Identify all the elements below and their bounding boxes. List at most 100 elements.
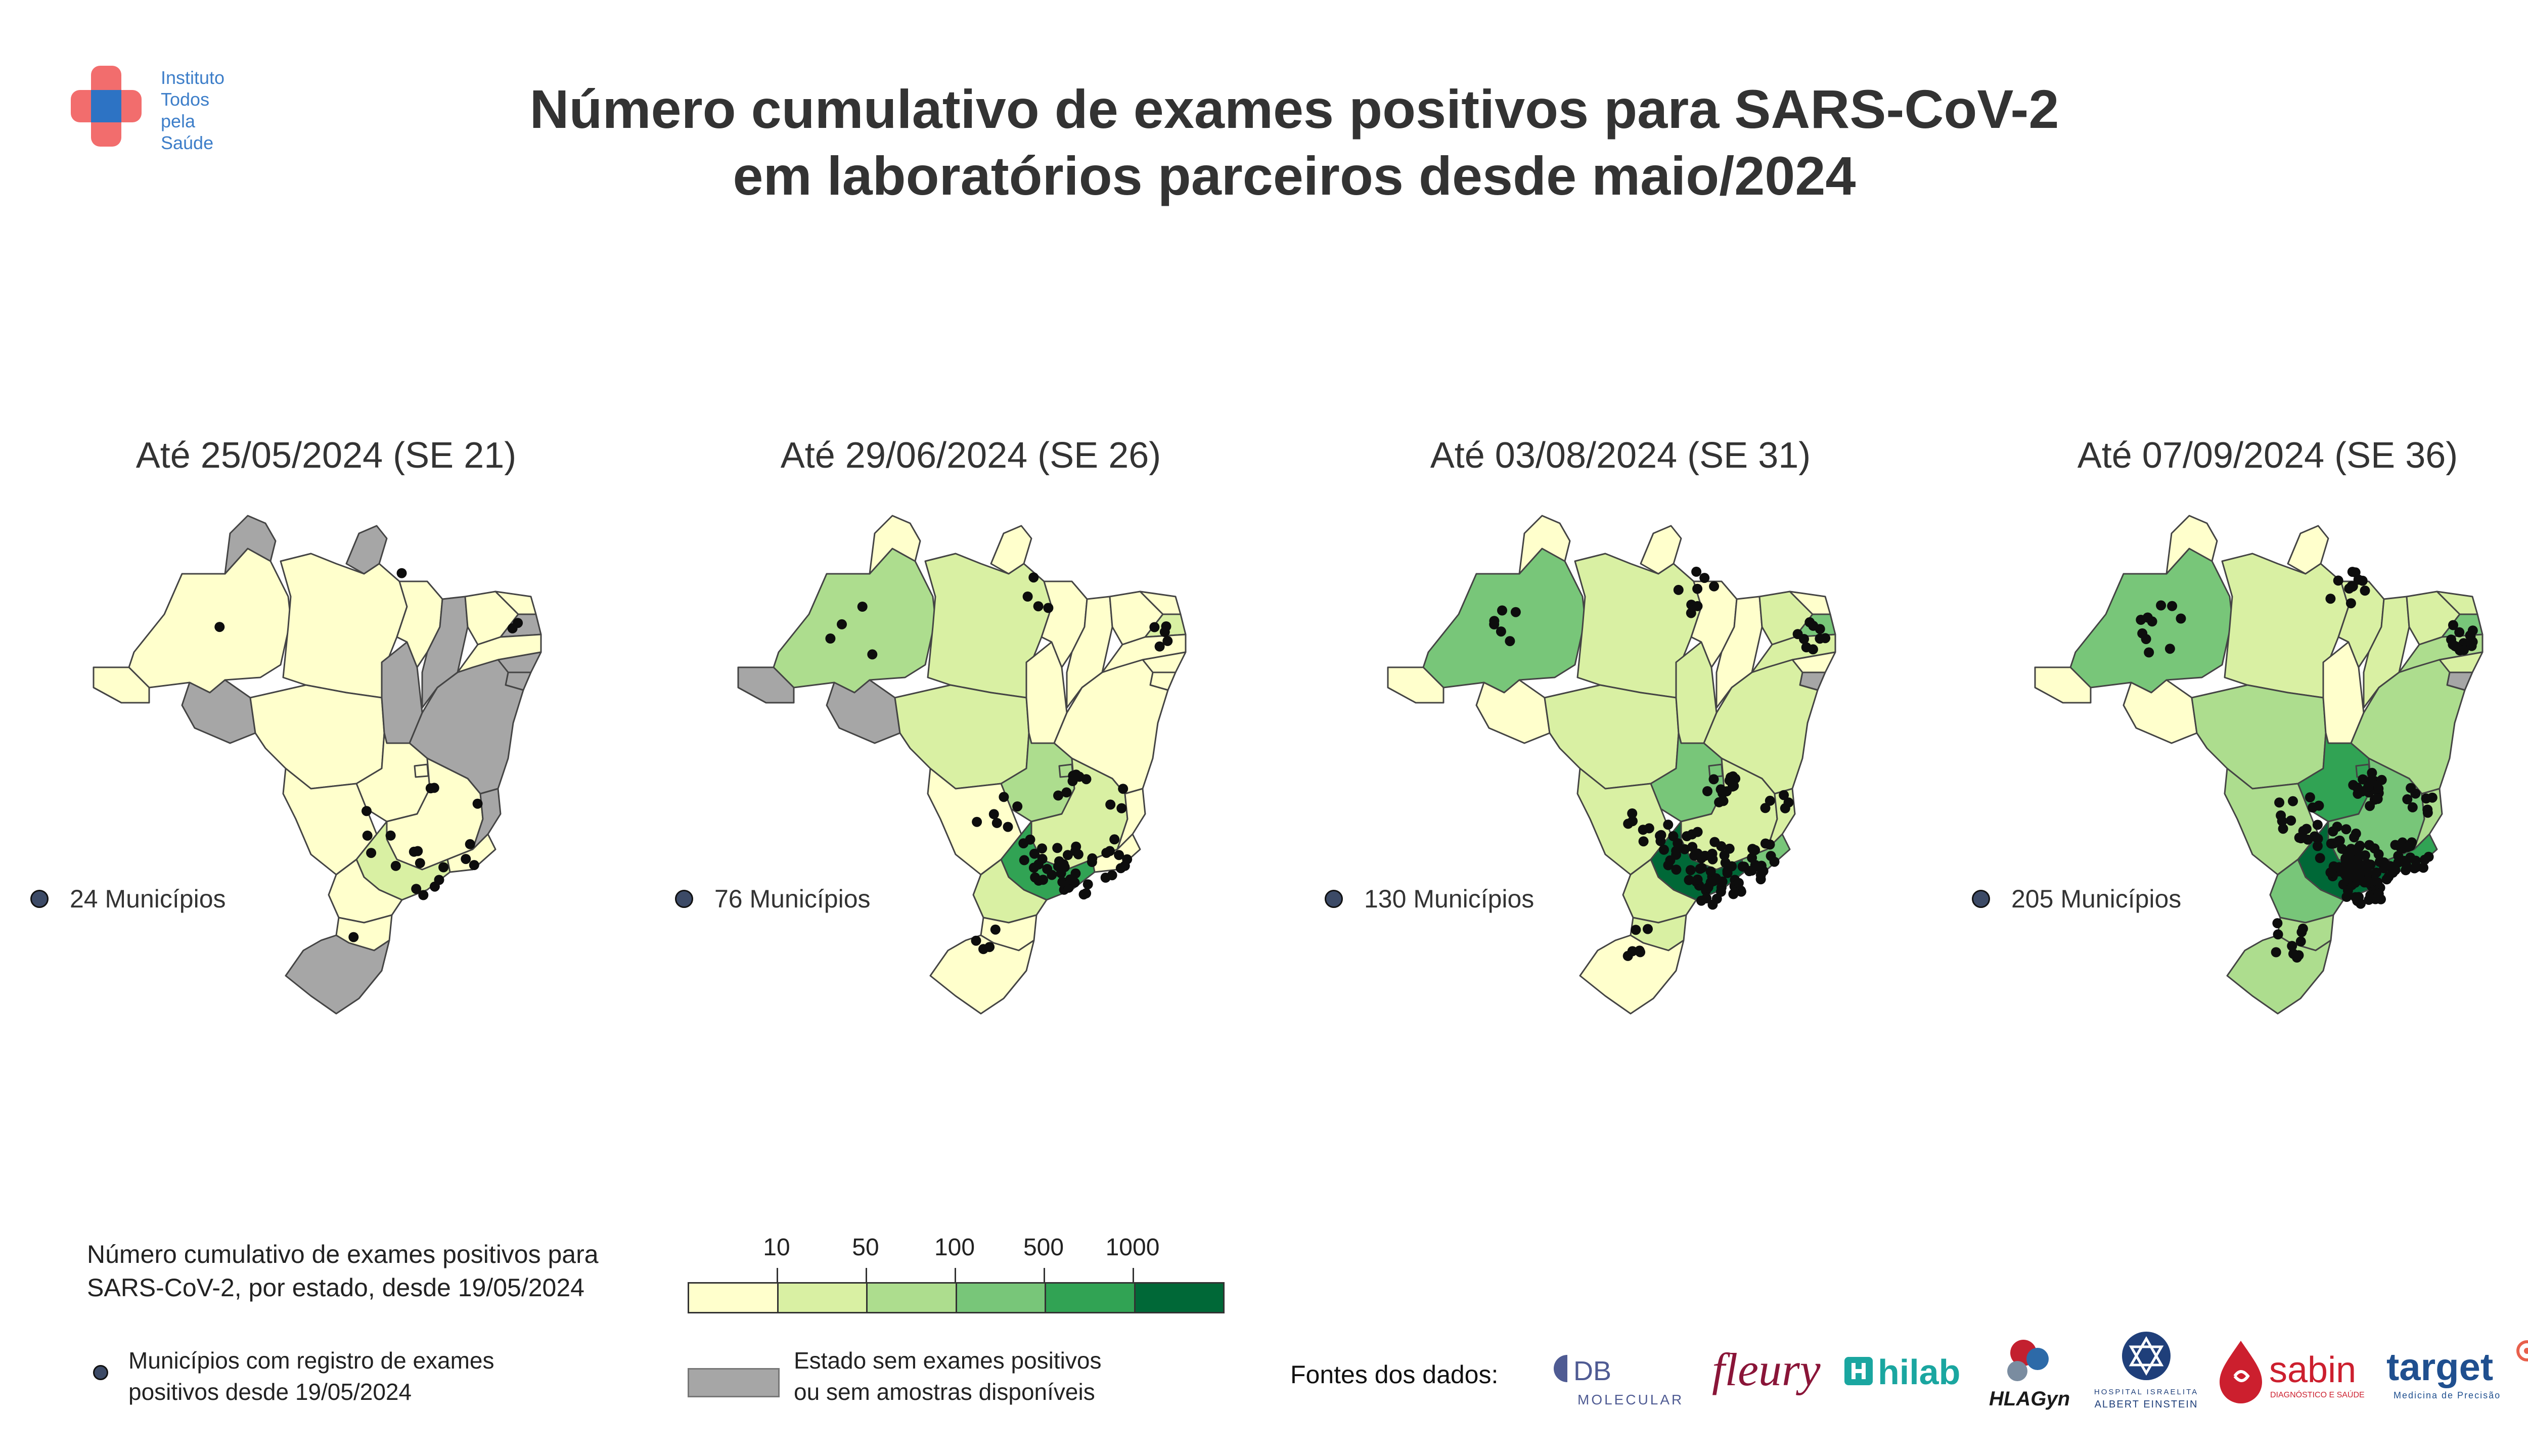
municipio-point: [1750, 845, 1760, 855]
municipio-point: [2385, 861, 2396, 872]
municipio-point: [2354, 892, 2364, 902]
municipio-point: [971, 935, 981, 946]
municipio-point: [1760, 803, 1771, 813]
municipio-point: [1765, 795, 1775, 806]
municipio-point: [1716, 784, 1726, 795]
municipio-point: [972, 816, 982, 827]
municipio-point: [1673, 838, 1683, 848]
state-rr: [2165, 515, 2218, 575]
municipio-point: [1705, 877, 1716, 888]
municipio-point: [2349, 856, 2360, 867]
municipio-point: [1154, 641, 1165, 652]
municipio-point: [1707, 854, 1718, 864]
municipio-point: [1634, 945, 1645, 956]
state-mt: [894, 684, 1030, 790]
municipio-point: [1692, 601, 1703, 611]
page-title: Número cumulativo de exames positivos pa…: [303, 76, 2285, 209]
state-mt: [1544, 684, 1680, 790]
municipio-point: [2363, 782, 2374, 792]
brazil-map: [655, 506, 1287, 1036]
municipios-count: 76 Municípios: [675, 884, 871, 914]
municipio-point: [507, 623, 518, 633]
scale-bin: [689, 1284, 779, 1312]
municipio-point: [1037, 853, 1048, 864]
municipio-point: [2373, 783, 2384, 794]
municipio-point: [2176, 613, 2186, 624]
state-ro: [826, 679, 901, 744]
logo-subtext: ALBERT EINSTEIN: [2095, 1399, 2198, 1410]
municipio-point: [990, 924, 1001, 935]
municipio-point: [2156, 600, 2166, 611]
municipio-point: [2450, 641, 2460, 651]
logo-text: target: [2386, 1346, 2493, 1389]
municipio-point: [415, 858, 425, 869]
municipio-point: [1037, 843, 1047, 854]
state-ac: [737, 666, 795, 704]
sources-label: Fontes dos dados:: [1290, 1360, 1499, 1389]
scale-bin: [1135, 1284, 1223, 1312]
municipios-count: 205 Municípios: [1972, 884, 2181, 914]
logo-text: hilab: [1878, 1352, 1960, 1392]
title-line-2: em laboratórios parceiros desde maio/202…: [733, 145, 1856, 206]
municipio-point: [2308, 802, 2318, 813]
municipio-point: [1118, 784, 1128, 794]
municipio-point: [1022, 592, 1033, 602]
municipio-point: [2344, 583, 2355, 594]
municipio-point: [1685, 865, 1696, 876]
scale-tick-label: 500: [1023, 1234, 1064, 1261]
municipio-point: [1510, 607, 1521, 617]
map-panel-1: Até 25/05/2024 (SE 21) 24 Municípios: [10, 420, 642, 1077]
logo-subtext: Medicina de Precisão: [2394, 1390, 2501, 1400]
municipio-point: [2402, 794, 2413, 804]
municipio-point: [1663, 820, 1674, 830]
municipios-label: 76 Municípios: [714, 885, 871, 913]
municipio-point: [1783, 797, 1794, 808]
logo-cross-icon: [71, 66, 142, 147]
logo-text: HOSPITAL ISRAELITA: [2094, 1388, 2198, 1396]
logo-subtext: DIAGNÓSTICO E SAÚDE: [2270, 1390, 2365, 1399]
municipio-point: [1696, 862, 1707, 873]
municipio-point: [1724, 775, 1735, 786]
fleury-logo: fleury: [1712, 1344, 1821, 1395]
municipio-point: [1766, 851, 1776, 861]
panel-title: Até 03/08/2024 (SE 31): [1430, 435, 1811, 476]
map-panel-3: Até 03/08/2024 (SE 31) 130 Municípios: [1304, 420, 1936, 1077]
municipio-point: [425, 783, 436, 794]
municipio-point: [2277, 816, 2287, 827]
municipio-point: [214, 622, 225, 632]
state-rs: [929, 934, 1035, 1015]
legend-dot-text: positivos desde 19/05/2024: [128, 1379, 412, 1405]
municipio-point: [1028, 572, 1039, 583]
municipio-point: [2293, 950, 2304, 961]
municipio-point: [1497, 605, 1507, 616]
color-scale: 10 50 100 500 1000: [688, 1234, 1234, 1325]
municipio-point: [2348, 780, 2359, 790]
municipio-point: [1053, 861, 1063, 872]
state-mt: [2191, 684, 2327, 790]
state-rs: [1579, 934, 1685, 1015]
municipio-point: [2301, 824, 2312, 834]
municipio-point: [1644, 823, 1654, 834]
municipio-point: [1815, 633, 1825, 644]
municipio-point: [1105, 846, 1115, 856]
municipio-point: [2286, 815, 2296, 826]
logo-text: HLAGyn: [1989, 1388, 2070, 1410]
legend-title-line: Número cumulativo de exames positivos pa…: [87, 1240, 599, 1268]
brand-logo: Instituto Todos pela Saúde: [71, 66, 283, 162]
brazil-map: [1952, 506, 2528, 1036]
scale-tick: [1044, 1268, 1045, 1283]
logo-text: DB: [1573, 1356, 1611, 1386]
legend-dot-text: Municípios com registro de exames: [128, 1347, 494, 1374]
municipio-point: [2272, 918, 2283, 929]
state-ro: [1475, 679, 1551, 744]
municipio-point: [1696, 895, 1706, 906]
municipio-point: [2297, 923, 2308, 934]
municipio-point: [1030, 872, 1041, 883]
state-ma: [1690, 580, 1738, 668]
db-molecular-logo: DB MOLECULAR: [1554, 1355, 1682, 1407]
municipio-point: [1692, 874, 1703, 885]
municipio-point: [1663, 860, 1674, 871]
municipio-point: [2422, 804, 2433, 815]
logo-text: sabin: [2269, 1350, 2356, 1390]
municipio-point: [1755, 874, 1766, 885]
